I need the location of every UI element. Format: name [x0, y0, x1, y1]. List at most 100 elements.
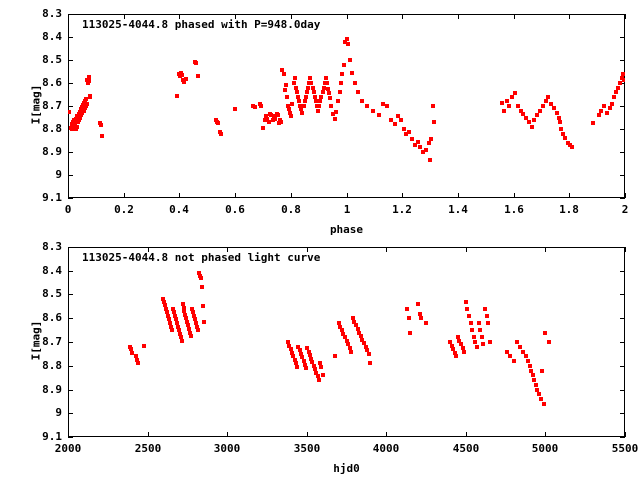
x-tick-mark	[569, 14, 570, 19]
data-point	[191, 310, 196, 315]
x-tick-mark	[124, 193, 125, 198]
data-point	[73, 127, 78, 131]
x-tick-label: 0.8	[281, 203, 301, 216]
x-tick-mark	[68, 432, 69, 437]
x-tick-mark	[466, 432, 467, 437]
x-tick-mark	[386, 432, 387, 437]
data-point	[530, 373, 535, 378]
data-point	[270, 117, 275, 122]
y-tick-label: 8.3	[42, 7, 62, 20]
data-point	[185, 319, 190, 324]
data-point	[180, 302, 185, 306]
data-point	[175, 93, 180, 98]
data-point	[343, 39, 348, 44]
x-tick-mark	[68, 14, 69, 19]
data-point	[447, 340, 452, 344]
data-point	[193, 321, 198, 325]
data-point	[86, 81, 91, 85]
data-point	[172, 313, 177, 318]
x-tick-label: 2500	[134, 442, 162, 455]
data-point	[561, 131, 566, 136]
data-point	[396, 114, 401, 119]
x-tick-mark	[291, 14, 292, 19]
data-point	[189, 334, 194, 339]
data-point	[317, 104, 322, 108]
x-tick-mark	[68, 247, 69, 252]
data-point	[393, 122, 398, 127]
x-tick-mark	[235, 14, 236, 19]
x-tick-mark	[625, 193, 626, 198]
x-tick-mark	[402, 14, 403, 19]
y-tick-label: 9.1	[42, 191, 62, 204]
data-point	[501, 108, 506, 113]
data-point	[350, 316, 355, 321]
data-point	[451, 347, 456, 352]
data-point	[538, 397, 543, 401]
data-point	[266, 120, 271, 125]
data-point	[360, 337, 365, 342]
x-tick-mark	[68, 193, 69, 198]
x-tick-label: 5000	[531, 442, 559, 455]
data-point	[329, 104, 334, 108]
data-point	[293, 85, 298, 90]
data-point	[418, 145, 423, 150]
data-point	[311, 363, 316, 368]
data-point	[71, 120, 75, 125]
x-tick-mark	[148, 247, 149, 252]
data-point	[409, 137, 414, 142]
data-point	[333, 109, 338, 114]
data-point	[344, 37, 349, 42]
data-point	[287, 343, 292, 348]
x-tick-label: 1.8	[559, 203, 579, 216]
data-point	[276, 113, 281, 118]
data-point	[524, 115, 529, 120]
data-point	[184, 316, 189, 321]
data-point	[404, 131, 409, 136]
data-point	[302, 362, 307, 367]
data-point	[311, 90, 316, 95]
data-point	[312, 94, 317, 99]
y-tick-mark	[68, 37, 73, 38]
data-point	[463, 299, 468, 304]
data-point	[366, 351, 371, 356]
data-point	[507, 104, 512, 108]
data-point	[288, 347, 293, 352]
data-point	[316, 378, 321, 382]
x-tick-mark	[179, 14, 180, 19]
data-point	[269, 113, 274, 118]
data-point	[543, 330, 548, 335]
data-point	[554, 110, 559, 115]
data-point	[517, 344, 522, 349]
data-point	[521, 349, 526, 354]
y-tick-mark	[620, 342, 625, 343]
y-tick-mark	[620, 129, 625, 130]
x-tick-label: 3500	[293, 442, 321, 455]
y-tick-mark	[68, 152, 73, 153]
data-point	[166, 313, 171, 318]
data-point	[128, 347, 133, 352]
data-point	[161, 297, 166, 302]
data-point	[610, 101, 615, 106]
data-point	[470, 328, 475, 333]
data-point	[291, 354, 296, 359]
data-point	[346, 342, 351, 347]
data-point	[341, 331, 346, 336]
data-point	[272, 114, 277, 119]
x-tick-label: 0.2	[114, 203, 134, 216]
data-point	[510, 94, 515, 99]
data-point	[474, 344, 479, 349]
y-tick-mark	[620, 247, 625, 248]
data-point	[590, 121, 595, 126]
x-tick-mark	[307, 247, 308, 252]
x-tick-label: 5500	[611, 442, 639, 455]
x-tick-mark	[179, 193, 180, 198]
y-tick-label: 8.6	[42, 76, 62, 89]
data-point	[314, 370, 319, 375]
data-point	[342, 335, 347, 340]
data-point	[310, 85, 315, 90]
data-point	[179, 338, 184, 343]
data-point	[303, 94, 308, 99]
data-point	[72, 117, 77, 122]
data-point	[320, 90, 325, 95]
y-tick-label: 8.5	[42, 53, 62, 66]
